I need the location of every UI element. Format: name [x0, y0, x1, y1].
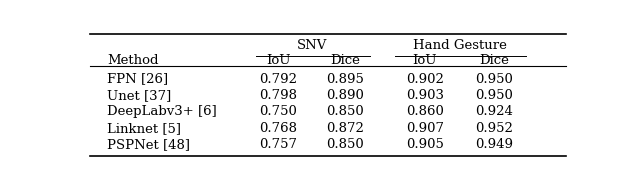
Text: PSPNet [48]: PSPNet [48]: [108, 138, 190, 151]
Text: Hand Gesture: Hand Gesture: [413, 39, 506, 52]
Text: 0.757: 0.757: [259, 138, 298, 151]
Text: DeepLabv3+ [6]: DeepLabv3+ [6]: [108, 105, 217, 118]
Text: 0.924: 0.924: [476, 105, 513, 118]
Text: Method: Method: [108, 54, 159, 67]
Text: 0.792: 0.792: [259, 73, 298, 86]
Text: IoU: IoU: [266, 54, 291, 67]
Text: IoU: IoU: [412, 54, 437, 67]
Text: 0.902: 0.902: [406, 73, 444, 86]
Text: 0.950: 0.950: [476, 73, 513, 86]
Text: FPN [26]: FPN [26]: [108, 73, 168, 86]
Text: 0.768: 0.768: [259, 122, 298, 135]
Text: 0.890: 0.890: [326, 89, 364, 102]
Text: 0.860: 0.860: [406, 105, 444, 118]
Text: SNV: SNV: [297, 39, 327, 52]
Text: 0.950: 0.950: [476, 89, 513, 102]
Text: Dice: Dice: [479, 54, 509, 67]
Text: 0.903: 0.903: [406, 89, 444, 102]
Text: 0.798: 0.798: [259, 89, 298, 102]
Text: 0.905: 0.905: [406, 138, 444, 151]
Text: 0.850: 0.850: [326, 105, 364, 118]
Text: Unet [37]: Unet [37]: [108, 89, 172, 102]
Text: 0.949: 0.949: [475, 138, 513, 151]
Text: 0.895: 0.895: [326, 73, 364, 86]
Text: 0.952: 0.952: [476, 122, 513, 135]
Text: Linknet [5]: Linknet [5]: [108, 122, 181, 135]
Text: 0.907: 0.907: [406, 122, 444, 135]
Text: 0.750: 0.750: [259, 105, 298, 118]
Text: 0.850: 0.850: [326, 138, 364, 151]
Text: Dice: Dice: [330, 54, 360, 67]
Text: 0.872: 0.872: [326, 122, 364, 135]
